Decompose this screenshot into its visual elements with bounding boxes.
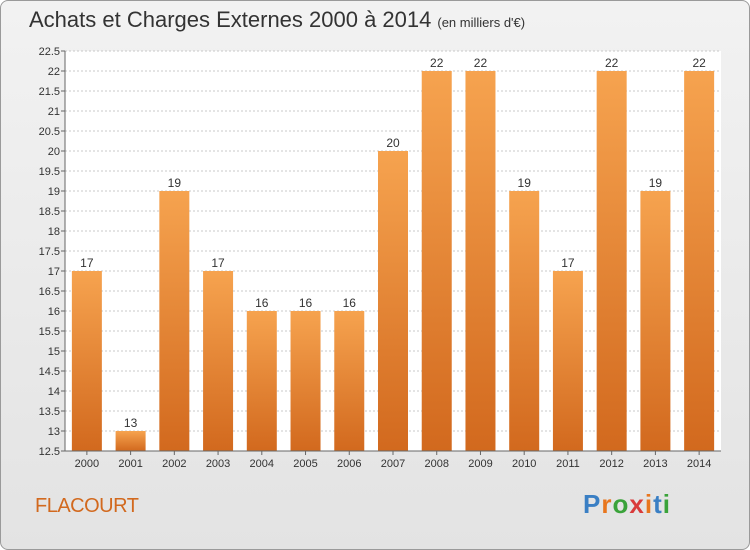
bar-2001 <box>115 431 146 451</box>
y-tick-label: 19 <box>48 186 60 198</box>
bar-2007 <box>378 151 408 451</box>
y-tick-label: 19.5 <box>39 166 60 178</box>
bar-2002 <box>159 191 190 451</box>
x-tick-label: 2010 <box>512 458 536 470</box>
x-tick-label: 2009 <box>468 458 492 470</box>
y-tick-label: 17.5 <box>39 246 60 258</box>
y-tick-label: 15 <box>48 346 60 358</box>
y-tick-label: 12.5 <box>39 446 60 458</box>
x-tick-label: 2006 <box>337 458 361 470</box>
y-tick-label: 17 <box>48 266 60 278</box>
x-tick-label: 2000 <box>75 458 99 470</box>
x-tick-label: 2011 <box>556 458 580 470</box>
chart-title-text: Achats et Charges Externes 2000 à 2014 <box>29 7 432 32</box>
y-tick-label: 21.5 <box>39 86 60 98</box>
commune-name: FLACOURT <box>35 495 139 517</box>
chart-title: Achats et Charges Externes 2000 à 2014 (e… <box>29 7 525 33</box>
y-tick-label: 20.5 <box>39 126 60 138</box>
bar-2013 <box>640 191 671 451</box>
proxiti-logo: Proxiti <box>583 489 671 519</box>
y-tick-label: 15.5 <box>39 326 60 338</box>
y-tick-label: 14 <box>48 386 60 398</box>
x-tick-label: 2002 <box>162 458 186 470</box>
x-tick-label: 2014 <box>687 458 711 470</box>
bar-value-label: 17 <box>561 256 575 270</box>
x-tick-label: 2005 <box>293 458 317 470</box>
bar-2006 <box>334 311 365 451</box>
bar-2003 <box>203 271 234 451</box>
y-tick-label: 18.5 <box>39 206 60 218</box>
bar-2000 <box>71 271 102 451</box>
bar-2005 <box>290 311 321 451</box>
bar-value-label: 16 <box>299 296 313 310</box>
bar-2012 <box>596 71 627 451</box>
x-tick-label: 2013 <box>643 458 667 470</box>
bar-value-label: 16 <box>343 296 357 310</box>
bar-2009 <box>465 71 496 451</box>
bar-value-label: 22 <box>474 56 488 70</box>
y-tick-label: 13 <box>48 426 60 438</box>
y-tick-label: 22 <box>48 66 60 78</box>
y-tick-label: 18 <box>48 226 60 238</box>
bar-value-label: 19 <box>518 176 532 190</box>
bar-2010 <box>509 191 540 451</box>
y-tick-label: 22.5 <box>39 46 60 58</box>
bar-value-label: 22 <box>692 56 706 70</box>
x-tick-label: 2012 <box>599 458 623 470</box>
x-tick-label: 2004 <box>250 458 274 470</box>
bar-2004 <box>246 311 277 451</box>
bar-value-label: 19 <box>649 176 663 190</box>
bar-value-label: 20 <box>386 136 400 150</box>
x-tick-label: 2001 <box>118 458 142 470</box>
x-tick-label: 2003 <box>206 458 230 470</box>
y-tick-label: 16.5 <box>39 286 60 298</box>
bar-value-label: 17 <box>211 256 225 270</box>
bar-2014 <box>684 71 715 451</box>
y-tick-label: 20 <box>48 146 60 158</box>
y-tick-label: 21 <box>48 106 60 118</box>
bar-value-label: 22 <box>430 56 444 70</box>
bar-value-label: 17 <box>80 256 94 270</box>
x-tick-label: 2007 <box>381 458 405 470</box>
bar-value-label: 13 <box>124 416 138 430</box>
bar-value-label: 19 <box>168 176 182 190</box>
y-tick-label: 13.5 <box>39 406 60 418</box>
bar-value-label: 22 <box>605 56 619 70</box>
y-tick-label: 14.5 <box>39 366 60 378</box>
x-tick-label: 2008 <box>424 458 448 470</box>
bar-2008 <box>421 71 452 451</box>
bar-2011 <box>552 271 583 451</box>
chart-unit: (en milliers d'€) <box>437 15 526 30</box>
bar-value-label: 16 <box>255 296 269 310</box>
y-tick-label: 16 <box>48 306 60 318</box>
